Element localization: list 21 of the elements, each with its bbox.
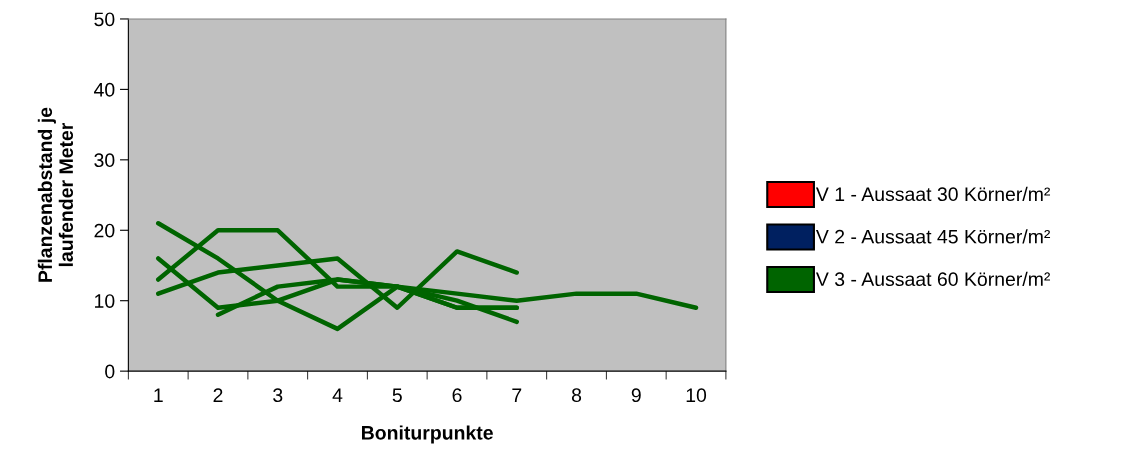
x-tick-label: 7 [512,388,522,402]
y-tick-label: 0 [105,364,115,379]
x-tick-label: 4 [332,388,343,402]
x-axis-title: Boniturpunkte [362,425,493,444]
y-tick-label: 40 [93,82,115,97]
x-tick-label: 8 [571,388,582,403]
x-tick-label: 6 [452,388,462,403]
legend-label: V 3 - Aussaat 60 Körner/m² [815,271,1051,287]
y-tick-label: 20 [94,223,115,238]
y-tick-label: 50 [94,12,115,27]
y-tick-label: 10 [95,294,115,308]
legend-label: V 1 - Aussaat 30 Körner/m² [815,186,1051,202]
x-tick-label: 3 [273,388,283,403]
legend-label: V 2 - Aussaat 45 Körner/m² [815,229,1051,244]
y-tick-label: 30 [94,153,115,168]
x-tick-label: 5 [392,388,402,403]
x-tick-label: 2 [213,388,223,402]
x-tick-label: 10 [686,388,707,403]
x-tick-label: 9 [631,388,641,403]
x-tick-label: 1 [154,388,163,402]
y-axis-title: Pflanzenabstand je laufender Meter [37,107,74,282]
